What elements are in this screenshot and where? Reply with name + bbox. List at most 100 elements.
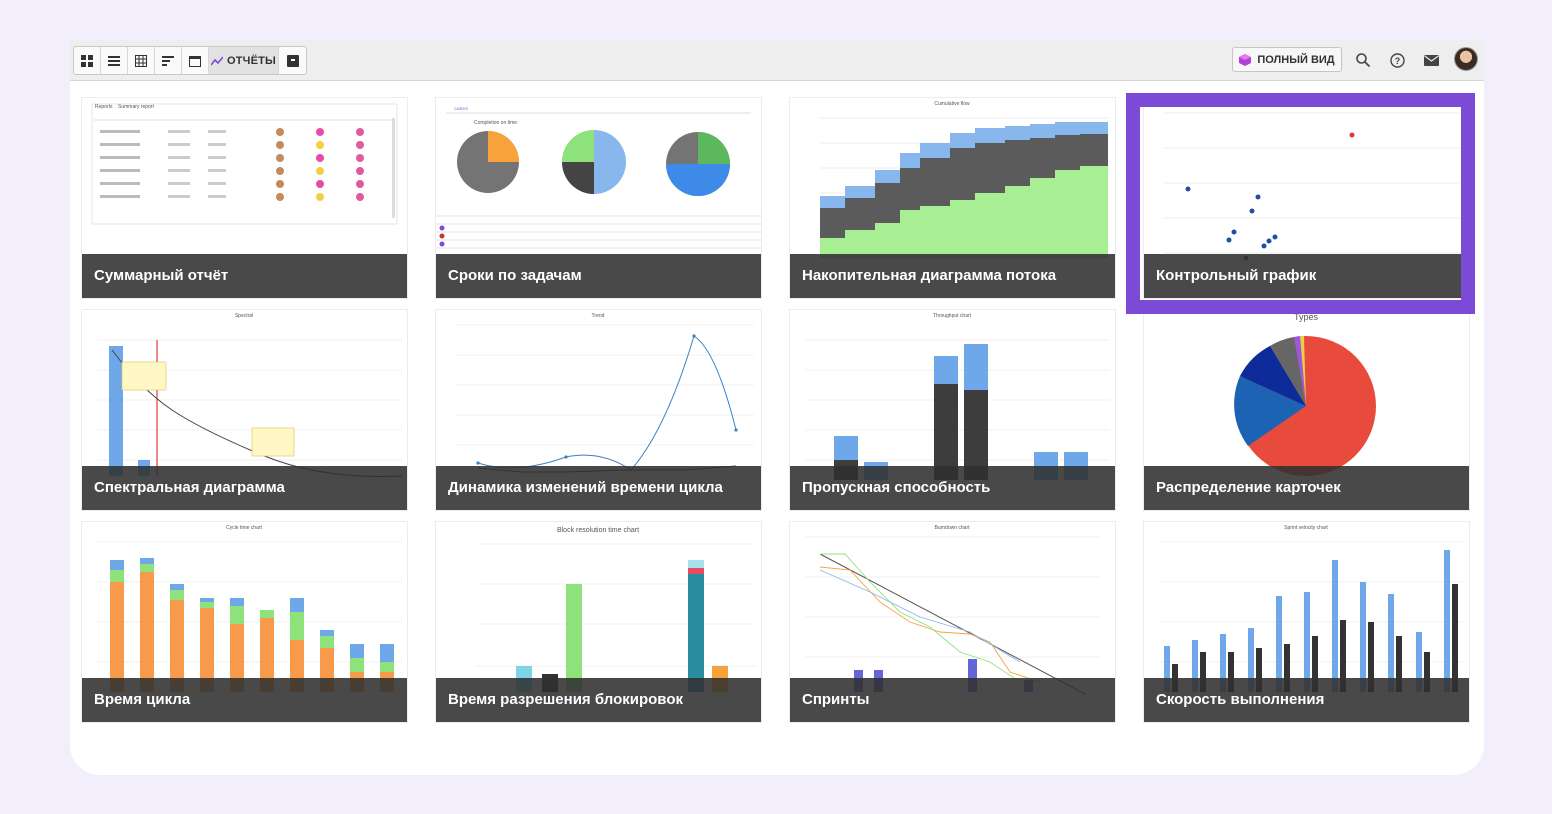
full-view-button[interactable]: ПОЛНЫЙ ВИД bbox=[1232, 47, 1342, 72]
reports-label: ОТЧЁТЫ bbox=[226, 54, 277, 67]
velocity-bar-planned bbox=[1388, 594, 1394, 692]
report-title: Спринты bbox=[790, 678, 1115, 722]
thumb-title: Spectral bbox=[235, 313, 253, 319]
row-cell bbox=[100, 130, 140, 133]
report-title: Накопительная диаграмма потока bbox=[790, 254, 1115, 298]
report-card-cycle-trend[interactable]: Trend Динамика изменений времени цикла bbox=[436, 310, 761, 510]
full-view-label: ПОЛНЫЙ ВИД bbox=[1257, 53, 1335, 66]
velocity-bar-completed bbox=[1312, 636, 1318, 692]
row-avatar bbox=[316, 141, 324, 149]
cycle-bar-segment bbox=[110, 582, 124, 692]
reports-view-button[interactable]: ОТЧЁТЫ bbox=[209, 47, 279, 74]
velocity-bar-planned bbox=[1220, 634, 1226, 692]
thumb-title: Cumulative flow bbox=[934, 101, 970, 107]
trend-icon bbox=[210, 55, 223, 65]
row-cell bbox=[208, 169, 226, 172]
velocity-bar-planned bbox=[1360, 582, 1366, 692]
thumb-title: Summary report bbox=[118, 104, 154, 110]
user-avatar[interactable] bbox=[1454, 47, 1478, 71]
report-card-card-distribution[interactable]: Types Распределение карточек bbox=[1144, 310, 1469, 510]
list-icon bbox=[108, 55, 120, 66]
velocity-bar-completed bbox=[1452, 584, 1458, 692]
grid-icon bbox=[135, 54, 147, 67]
report-card-cycle-time[interactable]: Cycle time chart Время цикла bbox=[82, 522, 407, 722]
report-card-throughput[interactable]: Throughput chart Пропускная способность bbox=[790, 310, 1115, 510]
cycle-bar-segment bbox=[260, 618, 274, 692]
search-icon[interactable] bbox=[1354, 51, 1372, 69]
row-avatar bbox=[356, 180, 364, 188]
report-card-summary[interactable]: Reports Summary report Суммарный отчёт bbox=[82, 98, 407, 298]
row-cell bbox=[208, 195, 226, 198]
thumb-title: Completion on time bbox=[474, 120, 517, 126]
report-card-completion[interactable]: CARDS Completion on time Сроки по задача… bbox=[436, 98, 761, 298]
cycle-bar-segment bbox=[290, 598, 304, 612]
report-card-block-resolution[interactable]: Block resolution time chart Время разреш… bbox=[436, 522, 761, 722]
timeline-view-button[interactable] bbox=[155, 47, 182, 74]
row-avatar bbox=[276, 128, 284, 136]
cumulative-flow-thumbnail: Cumulative flow bbox=[820, 101, 1108, 258]
report-card-sprints[interactable]: Burndown chart Спринты bbox=[790, 522, 1115, 722]
cycle-bar-segment bbox=[380, 662, 394, 672]
thumb-title: Burndown chart bbox=[934, 525, 970, 531]
cycle-bar-segment bbox=[350, 658, 364, 672]
calendar-view-button[interactable] bbox=[182, 47, 209, 74]
cycle-bar-segment bbox=[230, 598, 244, 606]
velocity-bar-planned bbox=[1444, 550, 1450, 692]
cycle-bar-segment bbox=[110, 570, 124, 582]
row-cell bbox=[100, 169, 140, 172]
toolbar: ОТЧЁТЫ ПОЛНЫЙ ВИД ? bbox=[70, 40, 1484, 81]
table-view-button[interactable] bbox=[128, 47, 155, 74]
report-title: Скорость выполнения bbox=[1144, 678, 1469, 722]
velocity-thumbnail: Sprint velocity chart bbox=[1159, 525, 1464, 692]
archive-view-button[interactable] bbox=[279, 47, 306, 74]
cycle-bar-segment bbox=[140, 558, 154, 564]
velocity-bar-completed bbox=[1340, 620, 1346, 692]
report-title: Пропускная способность bbox=[790, 466, 1115, 510]
report-card-spectral[interactable]: Spectral Спектральная диаграмма bbox=[82, 310, 407, 510]
velocity-bar-planned bbox=[1248, 628, 1254, 692]
row-cell bbox=[208, 143, 226, 146]
list-view-button[interactable] bbox=[101, 47, 128, 74]
thumb-title: Block resolution time chart bbox=[557, 527, 639, 534]
report-title: Контрольный график bbox=[1144, 254, 1469, 298]
thumb-title: Throughput chart bbox=[933, 313, 972, 319]
row-cell bbox=[208, 182, 226, 185]
velocity-bar-planned bbox=[1416, 632, 1422, 692]
archive-icon bbox=[286, 54, 299, 67]
report-title: Время цикла bbox=[82, 678, 407, 722]
report-card-cumulative-flow[interactable]: Cumulative flow Накопительная диаграмма … bbox=[790, 98, 1115, 298]
row-cell bbox=[168, 182, 190, 185]
throughput-thumbnail: Throughput chart bbox=[805, 313, 1110, 480]
svg-text:CARDS: CARDS bbox=[454, 106, 468, 111]
help-icon[interactable]: ? bbox=[1388, 51, 1406, 69]
dashboard-icon bbox=[81, 54, 93, 67]
mail-icon[interactable] bbox=[1422, 51, 1440, 69]
report-card-control-chart[interactable]: Контрольный график bbox=[1144, 98, 1469, 298]
row-avatar bbox=[356, 193, 364, 201]
summary-thumbnail: Reports Summary report bbox=[91, 103, 398, 225]
row-cell bbox=[168, 143, 190, 146]
cycle-bar-segment bbox=[200, 608, 214, 692]
row-avatar bbox=[316, 193, 324, 201]
thumb-title: Sprint velocity chart bbox=[1284, 525, 1328, 531]
velocity-bar-planned bbox=[1192, 640, 1198, 692]
cycle-bar-segment bbox=[200, 602, 214, 608]
velocity-bar-completed bbox=[1200, 652, 1206, 692]
dashboard-view-button[interactable] bbox=[74, 47, 101, 74]
row-cell bbox=[168, 195, 190, 198]
report-title: Суммарный отчёт bbox=[82, 254, 407, 298]
row-cell bbox=[100, 156, 140, 159]
report-card-velocity[interactable]: Sprint velocity chart Скорость выполнени… bbox=[1144, 522, 1469, 722]
cycle-bar-segment bbox=[200, 598, 214, 602]
block-resolution-thumbnail: Block resolution time chart bbox=[476, 527, 756, 692]
cycle-bar-segment bbox=[230, 624, 244, 692]
thumb-breadcrumb: Reports bbox=[95, 104, 113, 110]
velocity-bar-completed bbox=[1256, 648, 1262, 692]
velocity-bar-completed bbox=[1368, 622, 1374, 692]
row-avatar bbox=[356, 141, 364, 149]
sort-icon bbox=[162, 55, 174, 66]
row-cell bbox=[168, 169, 190, 172]
velocity-bar-completed bbox=[1284, 644, 1290, 692]
velocity-bar-completed bbox=[1424, 652, 1430, 692]
row-avatar bbox=[276, 154, 284, 162]
